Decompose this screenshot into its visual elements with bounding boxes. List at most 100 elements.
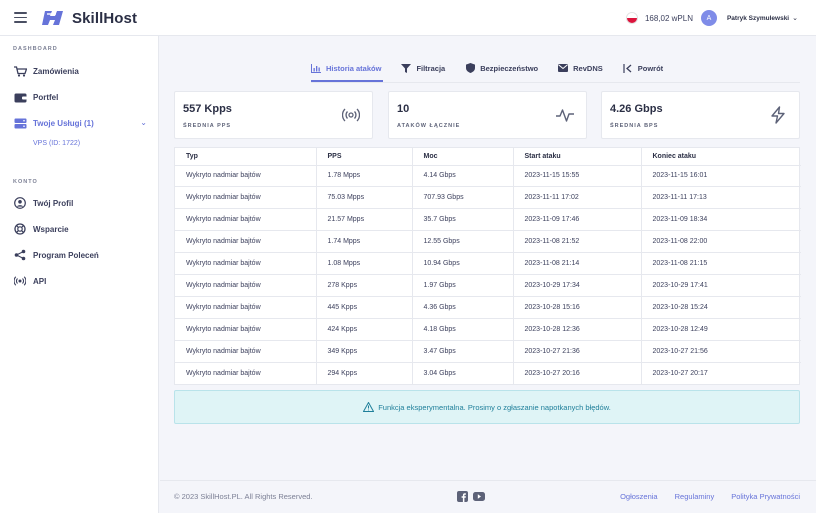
lifebuoy-icon: [13, 223, 27, 235]
cell-end: 2023-11-08 22:00: [641, 230, 801, 254]
sidebar-item-orders[interactable]: Zamówienia: [13, 63, 151, 79]
wallet-icon: [13, 91, 27, 103]
shield-icon: [465, 63, 475, 73]
sidebar-item-label: Twoje Usługi (1): [33, 118, 94, 128]
stat-value: 10: [397, 103, 410, 115]
avatar[interactable]: A: [700, 10, 717, 26]
tab-revdns[interactable]: RevDNS: [558, 62, 603, 74]
cell-power: 3.47 Gbps: [412, 340, 514, 363]
attack-history-table: Typ PPS Moc Start ataku Koniec ataku Wyk…: [174, 147, 801, 385]
cell-type: Wykryto nadmiar bajtów: [175, 362, 317, 384]
menu-icon[interactable]: [14, 12, 27, 23]
signal-icon: [342, 108, 360, 122]
table-row: Wykryto nadmiar bajtów 1.74 Mpps 12.55 Gbp…: [175, 230, 801, 254]
facebook-icon[interactable]: [457, 489, 468, 502]
table-row: Wykryto nadmiar bajtów 278 Kpps 1.97 Gbps 2…: [175, 274, 801, 297]
tab-security[interactable]: Bezpieczeństwo: [465, 62, 538, 74]
sidebar-item-referral[interactable]: Program Poleceń: [13, 247, 151, 263]
column-header-pps: PPS: [316, 148, 413, 166]
footer-link-privacy[interactable]: Polityka Prywatności: [731, 492, 800, 501]
table-row: Wykryto nadmiar bajtów 424 Kpps 4.18 Gbps 2…: [175, 318, 801, 341]
chart-icon: [311, 63, 321, 73]
table-row: Wykryto nadmiar bajtów 75.03 Mpps 707.93 G…: [175, 186, 801, 210]
chevron-down-icon[interactable]: ⌄: [792, 15, 798, 22]
cell-power: 4.18 Gbps: [412, 318, 514, 341]
table-row: Wykryto nadmiar bajtów 349 Kpps 3.47 Gbps 2…: [175, 340, 801, 363]
cell-end: 2023-10-28 12:49: [641, 318, 801, 341]
sidebar-item-services[interactable]: Twoje Usługi (1) ⌄: [13, 115, 151, 131]
column-header-end: Koniec ataku: [641, 148, 801, 166]
stat-value: 557 Kpps: [183, 103, 232, 115]
share-icon: [13, 249, 27, 261]
back-icon: [623, 63, 633, 73]
cell-pps: 349 Kpps: [316, 340, 413, 363]
cell-start: 2023-10-28 12:36: [513, 318, 642, 341]
mail-icon: [558, 63, 569, 73]
logo-mark-icon: [42, 11, 63, 25]
user-name[interactable]: Patryk Szymulewski: [726, 14, 790, 22]
tab-label: RevDNS: [573, 63, 603, 73]
tab-label: Filtracja: [416, 63, 446, 73]
youtube-icon[interactable]: [473, 489, 485, 501]
cell-pps: 1.08 Mpps: [316, 252, 413, 275]
table-header-row: Typ PPS Moc Start ataku Koniec ataku: [175, 148, 801, 166]
cell-pps: 278 Kpps: [316, 274, 413, 297]
broadcast-icon: [13, 275, 27, 287]
sidebar-subitem-vps[interactable]: VPS (ID: 1722): [33, 140, 81, 147]
footer-link-announcements[interactable]: Ogłoszenia: [620, 492, 658, 501]
cell-type: Wykryto nadmiar bajtów: [175, 230, 317, 254]
cell-start: 2023-11-09 17:46: [513, 208, 642, 232]
cell-start: 2023-10-27 20:16: [513, 362, 642, 384]
footer-divider: [160, 480, 816, 481]
tab-attack-history[interactable]: Historia ataków: [311, 62, 381, 74]
tab-back[interactable]: Powrót: [623, 62, 663, 74]
cell-type: Wykryto nadmiar bajtów: [175, 186, 317, 210]
cell-start: 2023-11-08 21:14: [513, 252, 642, 275]
cart-icon: [13, 65, 27, 77]
server-icon: [13, 117, 27, 129]
cell-pps: 445 Kpps: [316, 296, 413, 319]
cell-power: 4.14 Gbps: [412, 165, 514, 188]
filter-icon: [401, 63, 412, 73]
experimental-alert: Funkcja eksperymentalna. Prosimy o zgłas…: [174, 390, 800, 424]
cell-pps: 1.78 Mpps: [316, 165, 413, 188]
logo[interactable]: SkillHost: [42, 8, 137, 28]
sidebar-item-api[interactable]: API: [13, 273, 151, 289]
tab-label: Bezpieczeństwo: [480, 63, 539, 73]
cell-type: Wykryto nadmiar bajtów: [175, 340, 317, 363]
table-row: Wykryto nadmiar bajtów 1.78 Mpps 4.14 Gbps…: [175, 165, 801, 188]
cell-start: 2023-10-29 17:34: [513, 274, 642, 297]
column-header-start: Start ataku: [513, 148, 642, 166]
cell-power: 35.7 Gbps: [412, 208, 514, 232]
cell-type: Wykryto nadmiar bajtów: [175, 208, 317, 232]
tab-label: Powrót: [637, 63, 664, 73]
sidebar-item-support[interactable]: Wsparcie: [13, 221, 151, 237]
table-row: Wykryto nadmiar bajtów 21.57 Mpps 35.7 Gbp…: [175, 208, 801, 232]
column-header-type: Typ: [175, 148, 317, 166]
column-header-power: Moc: [412, 148, 514, 166]
cell-power: 3.04 Gbps: [412, 362, 514, 384]
sidebar-item-label: API: [33, 276, 47, 286]
footer-links: Ogłoszenia Regulaminy Polityka Prywatnoś…: [603, 492, 800, 501]
chevron-down-icon[interactable]: ⌄: [140, 118, 147, 127]
sidebar-section-account: KONTO: [13, 179, 38, 185]
cell-end: 2023-10-27 21:56: [641, 340, 801, 363]
cell-start: 2023-10-28 15:16: [513, 296, 642, 319]
cell-end: 2023-10-27 20:17: [652, 369, 708, 377]
top-bar: SkillHost 168,02 wPLN A Patryk Szymulews…: [0, 0, 816, 36]
footer-social: [457, 489, 489, 502]
sidebar-item-label: Program Poleceń: [33, 250, 99, 260]
sidebar-item-profile[interactable]: Twój Profil: [13, 195, 151, 211]
footer-link-terms[interactable]: Regulaminy: [674, 492, 715, 501]
tab-filtering[interactable]: Filtracja: [401, 62, 445, 74]
sidebar-item-label: Wsparcie: [33, 224, 69, 234]
wallet-balance: 168,02 wPLN: [644, 13, 693, 23]
cell-pps: 21.57 Mpps: [316, 208, 413, 232]
sidebar-item-wallet[interactable]: Portfel: [13, 89, 151, 105]
user-area: 168,02 wPLN A Patryk Szymulewski ⌄: [625, 9, 798, 27]
cell-end: 2023-11-09 18:34: [641, 208, 801, 232]
cell-power: 707.93 Gbps: [412, 186, 514, 210]
cell-type: Wykryto nadmiar bajtów: [175, 296, 317, 319]
tab-bar: Historia ataków Filtracja Bezpieczeństwo…: [311, 62, 683, 82]
cell-pps: 424 Kpps: [316, 318, 413, 341]
